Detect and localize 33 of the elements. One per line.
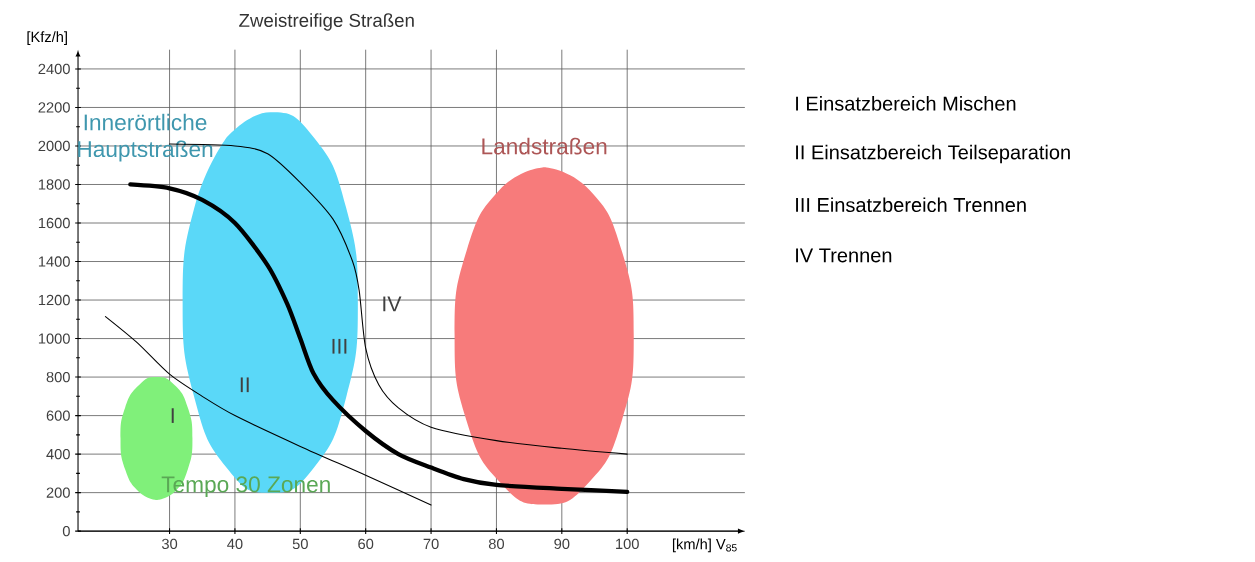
y-axis-title: [Kfz/h] — [27, 31, 67, 45]
y-tick-label: 400 — [46, 448, 70, 460]
chart-title: Zweistreifige Straßen — [239, 13, 414, 31]
x-tick-label: 40 — [227, 538, 243, 550]
x-tick-label: 100 — [616, 538, 639, 550]
text: III Einsatzbereich Trennen — [796, 197, 1026, 212]
x-tick-label: 60 — [358, 538, 374, 550]
y-tick-label: 1400 — [38, 256, 70, 267]
x-tick-label: 90 — [554, 538, 570, 550]
y-tick-label: 2000 — [38, 140, 70, 152]
x-tick-label: 50 — [292, 538, 308, 550]
annotation: II — [240, 377, 249, 393]
text: I Einsatzbereich Mischen — [796, 95, 1016, 111]
x-tick-label: 70 — [423, 538, 439, 550]
y-tick-label: 800 — [46, 371, 70, 383]
y-tick-label: 1800 — [38, 179, 70, 190]
y-tick-label: 600 — [46, 410, 70, 421]
annotation: I — [171, 408, 174, 423]
y-tick-label: 2400 — [38, 63, 70, 75]
annotation: III — [332, 338, 347, 354]
y-tick-label: 1600 — [38, 217, 70, 229]
y-tick-label: 200 — [46, 487, 70, 498]
y-tick-label: 2200 — [38, 102, 70, 113]
y-tick-label: 1200 — [38, 294, 70, 306]
x-tick-label: 80 — [488, 538, 505, 550]
y-tick-label: 0 — [62, 525, 70, 537]
x-tick-label: 30 — [161, 538, 178, 550]
annotation: IV — [383, 296, 402, 312]
text: II Einsatzbereich Teilseparation — [796, 144, 1070, 164]
x-axis-title: [km/h] V$_{85}$ — [672, 538, 737, 553]
text: IV Trennen — [796, 248, 892, 263]
y-tick-label: 1000 — [38, 333, 70, 344]
line-series — [104, 315, 432, 506]
